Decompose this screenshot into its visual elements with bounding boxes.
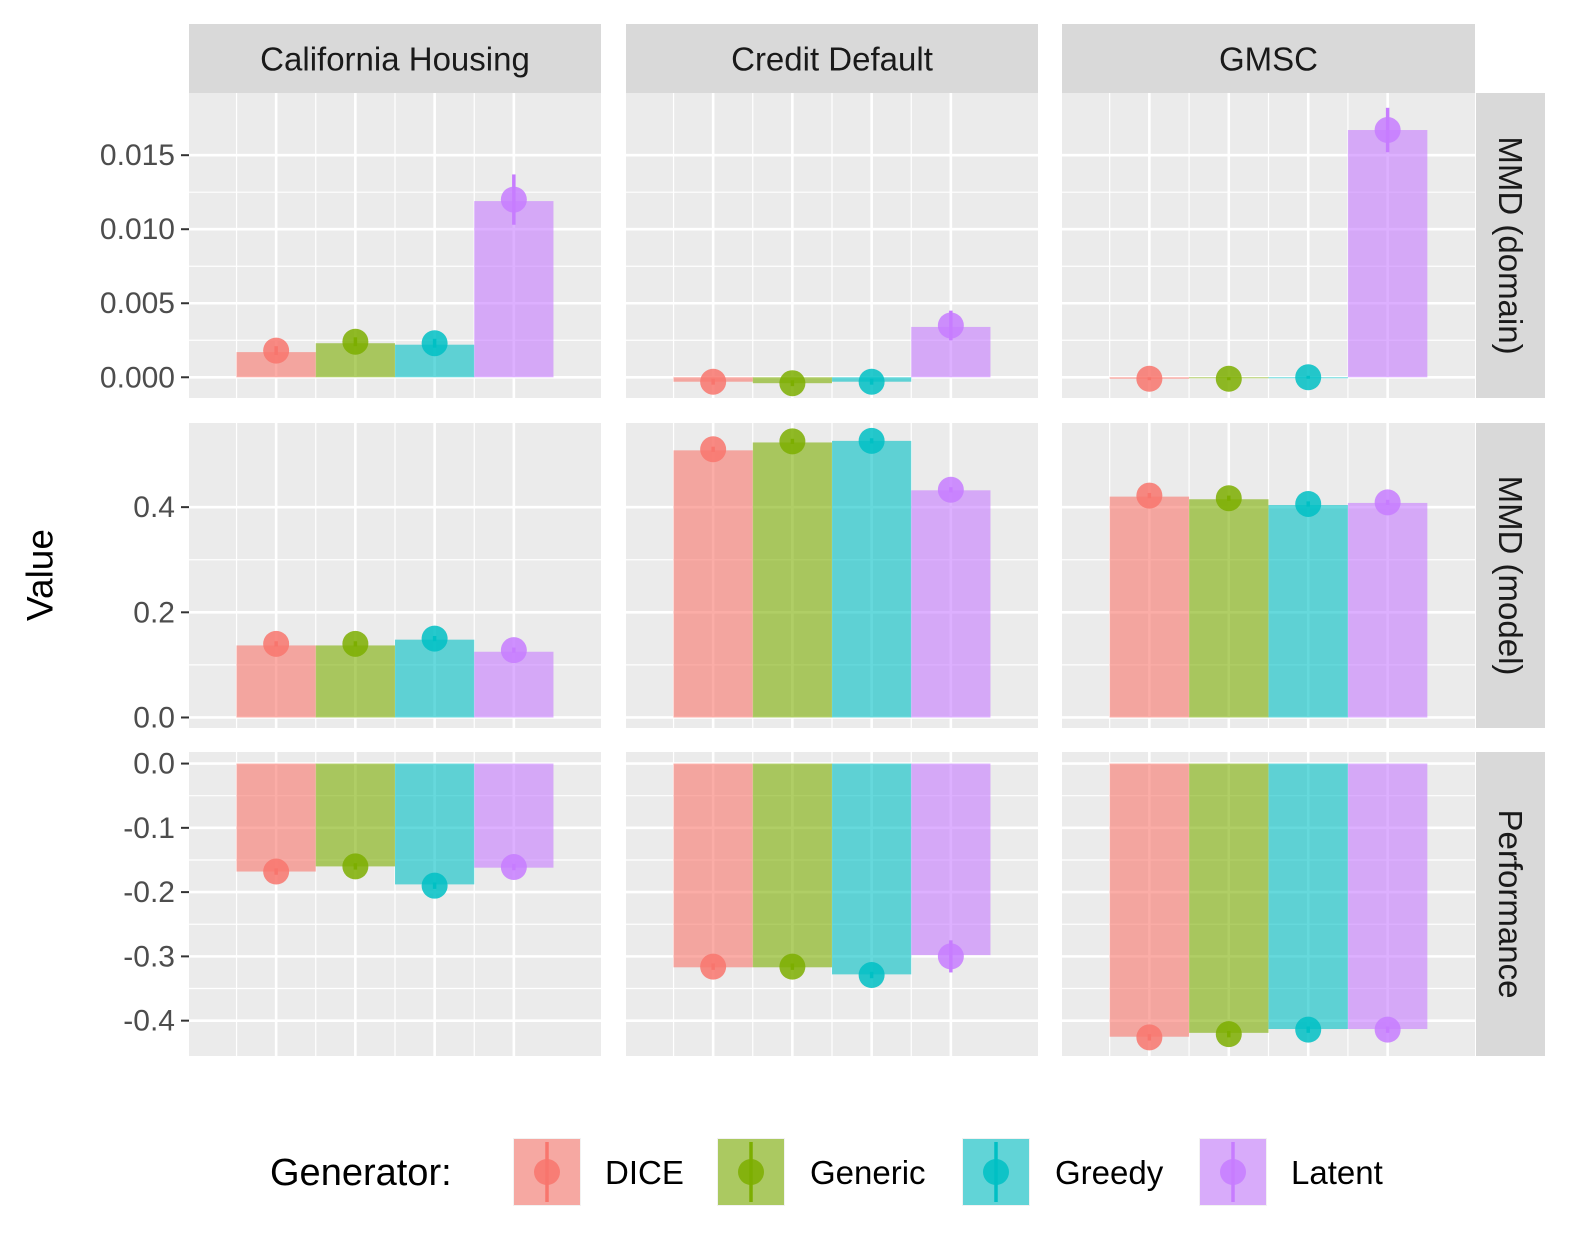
point-dice [263,630,290,657]
column-strip-label: Credit Default [731,41,933,78]
bar-generic [752,763,832,968]
column-strip [1062,24,1475,93]
point-dice [700,953,727,980]
bar-latent [911,763,991,956]
bar-greedy [395,763,475,885]
point-latent [1374,489,1401,516]
bar-generic [1189,763,1269,1033]
y-tick-label: 0.005 [100,287,175,320]
bar-generic [1189,499,1269,718]
point-greedy [1295,364,1322,391]
bar-dice [236,645,316,718]
legend-item-label: Generic [810,1154,926,1191]
point-latent [1374,1016,1401,1043]
point-dice [263,337,290,364]
point-latent [500,854,527,881]
bar-generic [315,645,395,718]
y-tick-label: -0.4 [123,1005,175,1038]
bar-latent [474,201,554,378]
y-tick-label: 0.0 [133,748,175,781]
bar-greedy [1268,763,1348,1030]
y-tick-label: -0.2 [123,876,175,909]
bar-dice [236,763,316,872]
point-latent [937,476,964,503]
row-strip [1476,752,1545,1056]
column-strip-label: GMSC [1219,41,1318,78]
y-tick-label: -0.3 [123,940,175,973]
y-tick-label: -0.1 [123,812,175,845]
bar-latent [1347,130,1428,378]
point-dice [700,436,727,463]
y-tick-label: 0.015 [100,139,175,172]
bar-latent [474,763,554,868]
row-strip-label: MMD (domain) [1492,136,1529,354]
point-generic [779,428,806,455]
point-latent [500,186,527,213]
bar-dice [673,763,753,968]
point-dice [1136,365,1163,392]
bar-greedy [832,763,912,975]
column-strip [626,24,1038,93]
point-generic [342,630,369,657]
bar-generic [315,763,395,867]
point-latent [937,943,964,970]
column-strip [189,24,601,93]
point-greedy [858,427,885,454]
point-generic [342,328,369,355]
y-tick-label: 0.010 [100,213,175,246]
legend-key-point [1220,1159,1246,1185]
bar-latent [1347,763,1428,1030]
legend-item-label: DICE [605,1154,684,1191]
point-generic [1215,365,1242,392]
y-tick-label: 0.2 [133,596,175,629]
point-dice [1136,1024,1163,1051]
point-generic [779,370,806,397]
bar-greedy [832,440,912,718]
point-latent [1374,117,1401,144]
point-generic [1215,485,1242,512]
legend-key-point [534,1159,560,1185]
bar-latent [911,490,991,718]
point-dice [263,858,290,885]
y-tick-label: 0.000 [100,361,175,394]
bar-greedy [1268,505,1348,718]
row-strip-label: MMD (model) [1492,476,1529,676]
point-greedy [1295,490,1322,517]
row-strip [1476,423,1545,728]
point-greedy [421,330,448,357]
bar-dice [1109,496,1190,718]
point-greedy [858,962,885,989]
bar-latent [1347,502,1428,718]
point-generic [342,853,369,880]
bar-greedy [395,639,475,718]
point-latent [500,637,527,664]
legend-item-label: Latent [1291,1154,1383,1191]
point-generic [779,953,806,980]
y-tick-label: 0.4 [133,491,175,524]
point-greedy [421,625,448,652]
row-strip [1476,93,1545,398]
point-dice [700,368,727,395]
point-greedy [1295,1016,1322,1043]
point-latent [937,312,964,339]
column-strip-label: California Housing [260,41,530,78]
bar-dice [673,450,753,718]
legend-key-point [738,1159,764,1185]
point-generic [1215,1021,1242,1048]
row-strip-label: Performance [1492,810,1529,999]
point-greedy [421,872,448,899]
bar-dice [1109,763,1190,1037]
legend-title: Generator: [270,1152,452,1194]
point-dice [1136,482,1163,509]
bar-generic [752,442,832,718]
y-tick-label: 0.0 [133,701,175,734]
point-greedy [858,368,885,395]
legend-key-point [983,1159,1009,1185]
y-axis-title: Value [20,529,61,621]
legend-item-label: Greedy [1055,1154,1164,1191]
